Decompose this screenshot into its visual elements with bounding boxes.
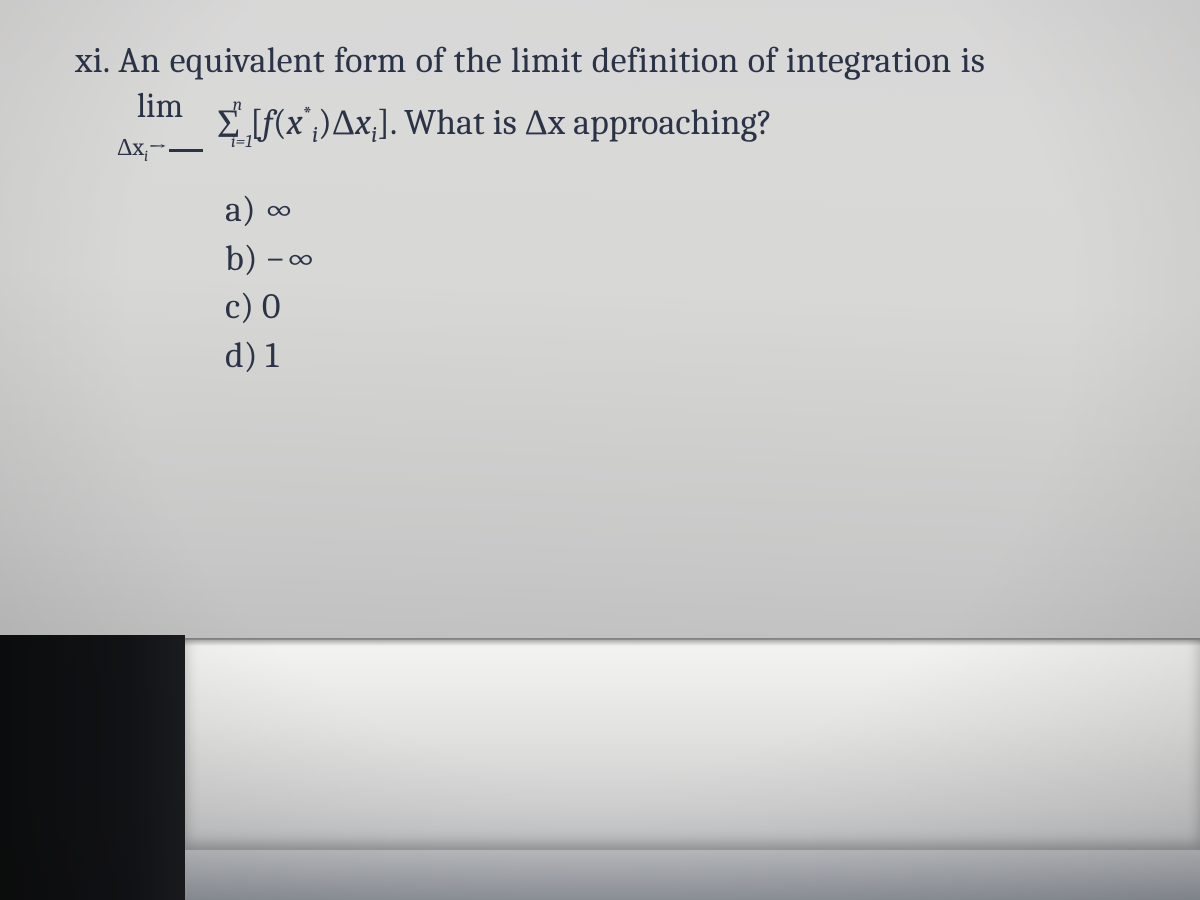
function-f: f [263,102,273,143]
option-letter: d) [225,335,257,376]
limit-delta-x: Δx [117,133,144,161]
sigma-notation: Σ n i=1 [217,104,240,146]
limit-subscript: Δxi→ [117,133,203,161]
option-letter: c) [225,286,254,327]
option-b: b) −∞ [225,235,1140,284]
limit-notation: lim Δxi→ [117,87,203,164]
options-list: a) ∞ b) −∞ c) 0 d) 1 [225,186,1140,380]
option-value: 0 [262,286,281,327]
option-value: −∞ [265,238,316,279]
limit-arrow: → [148,133,167,161]
bottom-gradient [185,850,1200,900]
question-text-1: An equivalent form of the limit definiti… [118,40,985,81]
period: . [390,102,396,143]
x-star: * [303,103,312,127]
delta: Δ [332,102,355,143]
question-line-1: xi. An equivalent form of the limit defi… [75,40,1140,81]
under-sheet-reflection [185,640,1200,850]
limit-blank-underscore [169,149,203,152]
sigma-lower: i=1 [231,131,252,152]
question-block: xi. An equivalent form of the limit defi… [75,40,1140,380]
var-x2: x [355,102,371,143]
question-line-2: lim Δxi→ Σ n i=1 [f(x*i)Δxi]. What is Δx… [117,87,1140,164]
option-d: d) 1 [225,332,1140,381]
paren-open: ( [273,102,287,143]
var-x: x [287,102,303,143]
question-number: xi. [75,40,109,81]
option-letter: b) [225,238,257,279]
summand-expression: [f(x*i)Δxi]. [250,102,404,143]
option-a: a) ∞ [225,186,1140,235]
option-value: ∞ [264,189,295,230]
sigma-upper: n [233,94,243,115]
photo-background: xi. An equivalent form of the limit defi… [0,0,1200,900]
option-letter: a) [225,189,256,230]
option-value: 1 [265,335,278,376]
dark-surface-strip [0,635,185,900]
limit-word: lim [137,86,183,126]
question-tail: What is Δx approaching? [404,102,772,143]
bracket-close: ] [377,102,390,143]
paren-close: ) [318,102,332,143]
option-c: c) 0 [225,283,1140,332]
